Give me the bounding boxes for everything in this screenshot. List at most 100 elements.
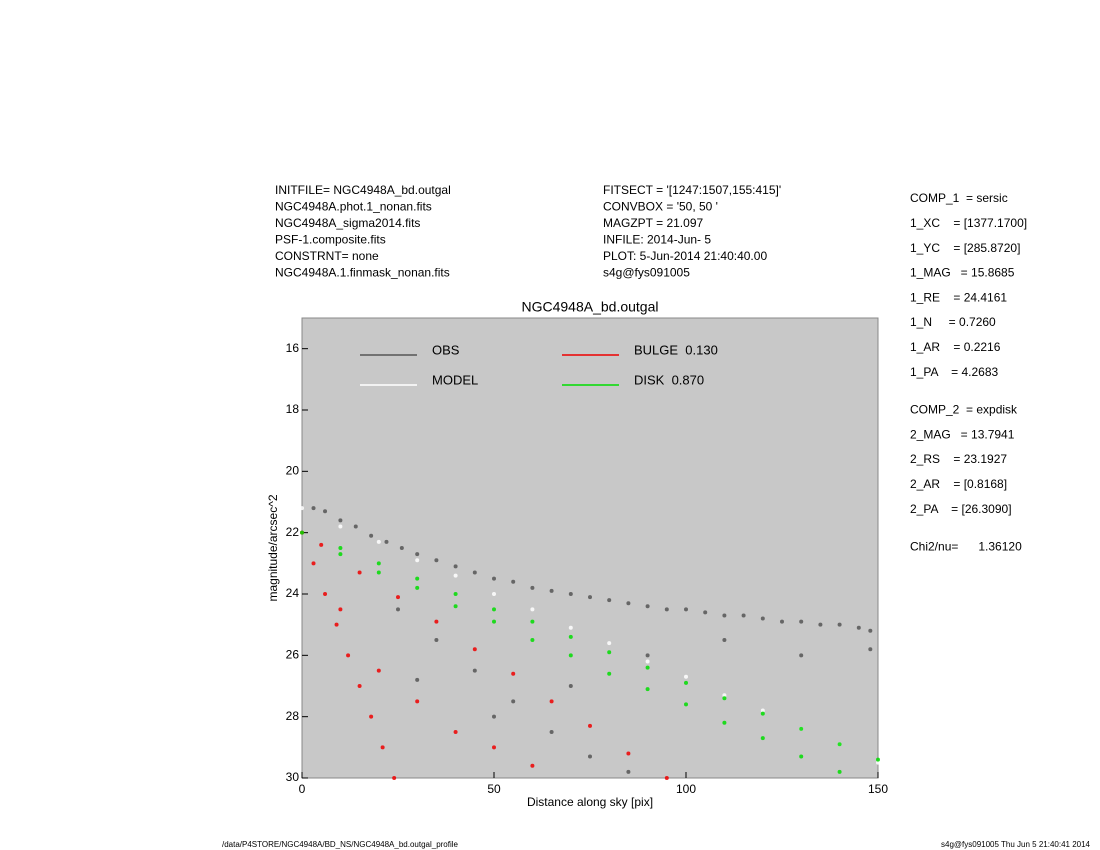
y-tick-label: 26 [286, 648, 300, 662]
data-point [530, 619, 535, 624]
data-point [472, 647, 477, 652]
data-point [684, 674, 688, 679]
data-point [607, 598, 612, 603]
legend-label: BULGE 0.130 [634, 342, 718, 357]
data-point [607, 650, 612, 655]
data-point [780, 619, 784, 624]
data-point [760, 616, 765, 621]
info-line: INFILE: 2014-Jun- 5 [603, 233, 711, 247]
data-point [472, 570, 477, 575]
data-point [626, 601, 631, 606]
param-line: 2_RS = 23.1927 [910, 452, 1007, 466]
chart-title: NGC4948A_bd.outgal [522, 299, 659, 315]
data-point [323, 509, 328, 514]
data-point [664, 776, 669, 780]
data-point [645, 687, 650, 692]
info-line: s4g@fys091005 [603, 266, 690, 280]
y-tick-label: 16 [286, 341, 300, 355]
data-point [415, 699, 420, 704]
data-point [415, 576, 420, 581]
data-point [376, 539, 381, 544]
data-point [384, 539, 389, 544]
data-point [369, 533, 374, 538]
footer-path: /data/P4STORE/NGC4948A/BD_NS/NGC4948A_bd… [222, 840, 459, 849]
data-point [626, 751, 631, 756]
data-point [376, 668, 381, 673]
data-point [376, 570, 381, 575]
y-tick-label: 28 [286, 709, 300, 723]
data-point [868, 647, 873, 652]
data-point [549, 699, 554, 704]
data-point [722, 638, 727, 642]
x-tick-label: 50 [487, 782, 501, 796]
legend-label: DISK 0.870 [634, 372, 704, 387]
data-point [645, 665, 650, 670]
data-point [799, 726, 804, 731]
legend-label: MODEL [432, 372, 478, 387]
data-point [338, 607, 343, 612]
info-line: MAGZPT = 21.097 [603, 216, 703, 230]
param-line: 2_AR = [0.8168] [910, 477, 1007, 491]
data-point [868, 628, 873, 633]
param-line: 1_YC = [285.8720] [910, 241, 1020, 255]
data-point [607, 671, 612, 676]
data-point [837, 769, 842, 774]
data-point [492, 714, 496, 719]
data-point [568, 634, 573, 639]
data-point [357, 570, 362, 575]
footer-stamp: s4g@fys091005 Thu Jun 5 21:40:41 2014 [941, 840, 1091, 849]
data-point [434, 638, 439, 642]
info-line: NGC4948A.phot.1_nonan.fits [275, 200, 432, 214]
data-point [876, 760, 880, 765]
data-point [511, 699, 516, 704]
info-line: CONVBOX = '50, 50 ' [603, 200, 718, 214]
param-line: 1_PA = 4.2683 [910, 365, 999, 379]
data-point [323, 592, 328, 596]
data-point [568, 592, 573, 596]
data-point [415, 558, 420, 563]
data-point [369, 714, 374, 719]
data-point [392, 776, 397, 780]
data-point [876, 757, 880, 762]
info-line: PLOT: 5-Jun-2014 21:40:40.00 [603, 249, 767, 263]
data-point [684, 607, 688, 612]
data-point [626, 769, 631, 774]
data-point [415, 552, 420, 557]
data-point [453, 604, 458, 609]
legend-label: OBS [432, 342, 460, 357]
data-point [376, 561, 381, 566]
data-point [434, 619, 439, 624]
param-line: Chi2/nu= 1.36120 [910, 540, 1022, 554]
param-line: 2_PA = [26.3090] [910, 502, 1012, 516]
data-point [588, 595, 592, 600]
data-point [415, 585, 420, 590]
data-point [722, 613, 727, 618]
data-point [472, 668, 477, 673]
param-line: 2_MAG = 13.7941 [910, 427, 1015, 441]
y-axis-label: magnitude/arcsec^2 [266, 494, 280, 601]
data-point [399, 546, 404, 550]
param-line: 1_RE = 24.4161 [910, 290, 1007, 304]
data-point [645, 659, 650, 664]
data-point [664, 607, 669, 612]
data-point [645, 604, 650, 609]
info-line: INITFILE= NGC4948A_bd.outgal [275, 183, 451, 197]
param-line: 1_XC = [1377.1700] [910, 216, 1027, 230]
data-point [588, 723, 592, 728]
data-point [722, 693, 727, 698]
data-point [549, 730, 554, 734]
info-line: CONSTRNT= none [275, 249, 379, 263]
data-point [311, 506, 316, 511]
data-point [530, 585, 535, 590]
data-point [346, 653, 351, 658]
data-point [856, 625, 861, 630]
data-point [530, 607, 535, 612]
data-point [607, 641, 612, 646]
data-point [300, 506, 304, 511]
data-point [703, 610, 708, 615]
data-point [311, 561, 316, 566]
y-tick-label: 30 [286, 770, 300, 784]
x-axis-label: Distance along sky [pix] [527, 795, 653, 809]
data-point [415, 677, 420, 682]
